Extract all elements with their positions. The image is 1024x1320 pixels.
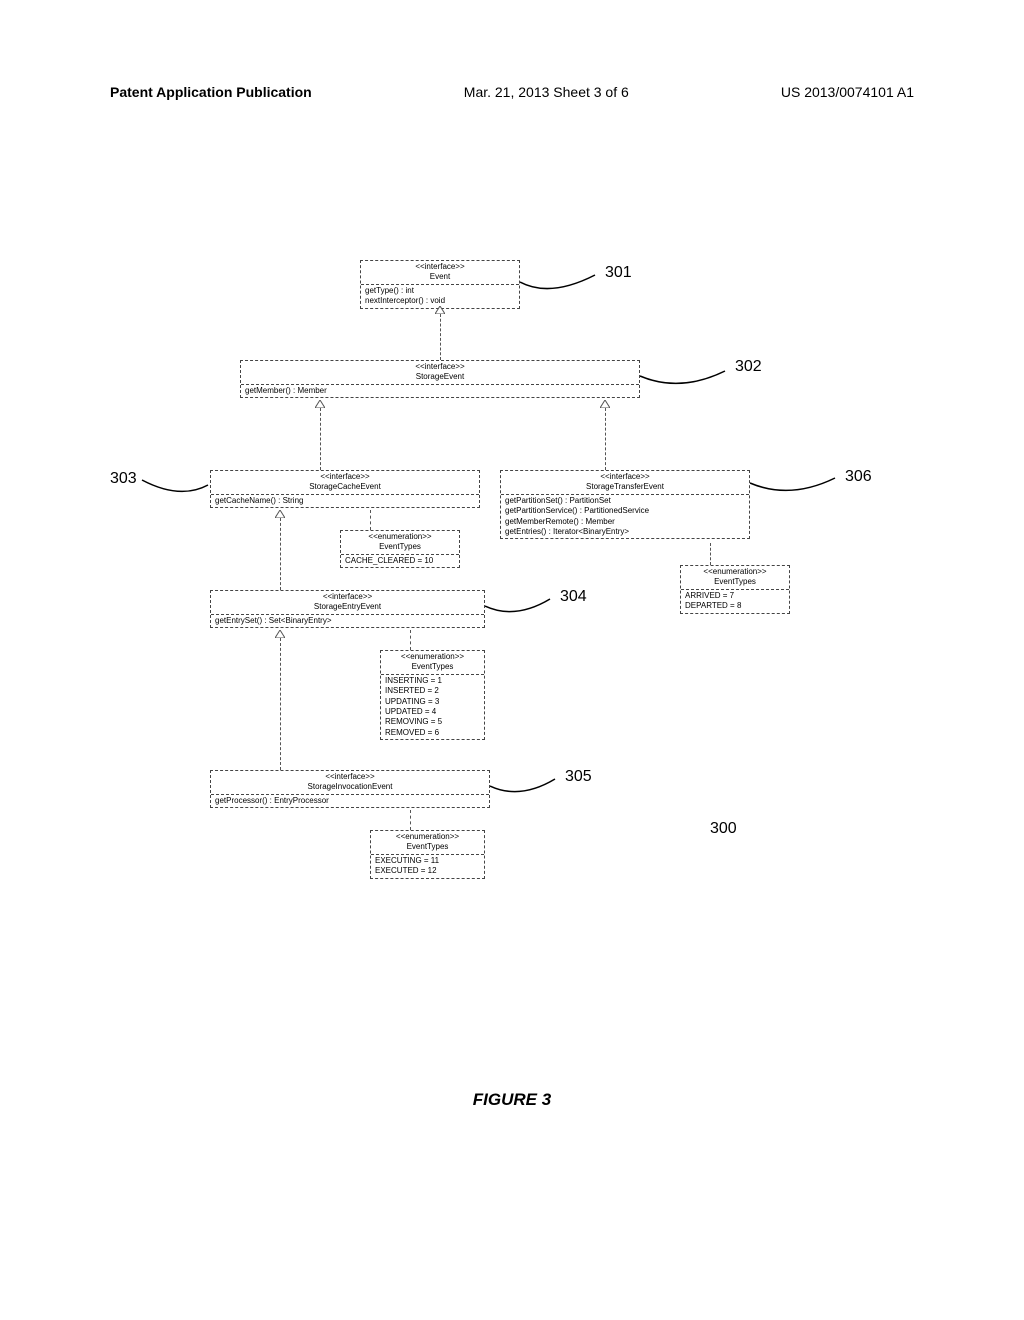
stereotype: <<enumeration>> [375, 832, 480, 842]
class-name: EventTypes [685, 577, 785, 587]
box-storage-invocation-event: <<interface>> StorageInvocationEvent get… [210, 770, 490, 808]
ref-300: 300 [710, 820, 737, 838]
box-enum-invocation: <<enumeration>> EventTypes EXECUTING = 1… [370, 830, 485, 879]
box-body: ARRIVED = 7 DEPARTED = 8 [681, 590, 789, 613]
class-name: EventTypes [375, 842, 480, 852]
assoc-line [370, 510, 371, 530]
stereotype: <<enumeration>> [345, 532, 455, 542]
stereotype: <<interface>> [505, 472, 745, 482]
header-right: US 2013/0074101 A1 [781, 84, 914, 100]
arrow-head-icon [275, 510, 285, 518]
box-body: getEntrySet() : Set<BinaryEntry> [211, 615, 484, 627]
box-storage-cache-event: <<interface>> StorageCacheEvent getCache… [210, 470, 480, 508]
box-body: getPartitionSet() : PartitionSet getPart… [501, 495, 749, 539]
box-event: <<interface>> Event getType() : int next… [360, 260, 520, 309]
class-name: StorageEntryEvent [215, 602, 480, 612]
box-body: getCacheName() : String [211, 495, 479, 507]
box-head: <<enumeration>> EventTypes [681, 566, 789, 590]
class-name: EventTypes [345, 542, 455, 552]
box-storage-entry-event: <<interface>> StorageEntryEvent getEntry… [210, 590, 485, 628]
callout-305 [490, 776, 560, 801]
stereotype: <<interface>> [245, 362, 635, 372]
ref-301: 301 [605, 264, 632, 282]
ref-306: 306 [845, 468, 872, 486]
class-name: StorageEvent [245, 372, 635, 382]
class-name: StorageCacheEvent [215, 482, 475, 492]
box-enum-cache-cleared: <<enumeration>> EventTypes CACHE_CLEARED… [340, 530, 460, 568]
assoc-line [410, 810, 411, 830]
arrow-head-icon [600, 400, 610, 408]
box-head: <<interface>> StorageEvent [241, 361, 639, 385]
box-head: <<enumeration>> EventTypes [341, 531, 459, 555]
callout-303 [140, 475, 210, 500]
box-body: CACHE_CLEARED = 10 [341, 555, 459, 567]
stereotype: <<interface>> [215, 592, 480, 602]
ref-305: 305 [565, 768, 592, 786]
inherit-line [440, 314, 441, 360]
inherit-line [280, 638, 281, 770]
box-body: INSERTING = 1 INSERTED = 2 UPDATING = 3 … [381, 675, 484, 739]
box-head: <<interface>> StorageCacheEvent [211, 471, 479, 495]
callout-302 [640, 368, 730, 393]
box-body: EXECUTING = 11 EXECUTED = 12 [371, 855, 484, 878]
box-body: getType() : int nextInterceptor() : void [361, 285, 519, 308]
class-name: EventTypes [385, 662, 480, 672]
class-name: StorageTransferEvent [505, 482, 745, 492]
box-head: <<interface>> Event [361, 261, 519, 285]
box-head: <<enumeration>> EventTypes [381, 651, 484, 675]
arrow-head-icon [315, 400, 325, 408]
class-name: StorageInvocationEvent [215, 782, 485, 792]
figure-caption: FIGURE 3 [0, 1090, 1024, 1110]
callout-306 [750, 475, 840, 500]
box-storage-event: <<interface>> StorageEvent getMember() :… [240, 360, 640, 398]
box-head: <<enumeration>> EventTypes [371, 831, 484, 855]
inherit-line [280, 518, 281, 590]
box-enum-transfer: <<enumeration>> EventTypes ARRIVED = 7 D… [680, 565, 790, 614]
box-body: getProcessor() : EntryProcessor [211, 795, 489, 807]
box-enum-entry: <<enumeration>> EventTypes INSERTING = 1… [380, 650, 485, 740]
box-head: <<interface>> StorageEntryEvent [211, 591, 484, 615]
arrow-head-icon [275, 630, 285, 638]
page-header: Patent Application Publication Mar. 21, … [110, 84, 914, 100]
stereotype: <<interface>> [215, 472, 475, 482]
callout-304 [485, 596, 555, 621]
ref-304: 304 [560, 588, 587, 606]
ref-302: 302 [735, 358, 762, 376]
inherit-line [605, 408, 606, 470]
header-center: Mar. 21, 2013 Sheet 3 of 6 [464, 84, 629, 100]
uml-diagram: <<interface>> Event getType() : int next… [140, 260, 880, 980]
assoc-line [410, 630, 411, 650]
stereotype: <<interface>> [215, 772, 485, 782]
inherit-line [320, 408, 321, 470]
stereotype: <<enumeration>> [685, 567, 785, 577]
arrow-head-icon [435, 306, 445, 314]
ref-303: 303 [110, 470, 137, 488]
class-name: Event [365, 272, 515, 282]
box-body: getMember() : Member [241, 385, 639, 397]
header-left: Patent Application Publication [110, 84, 312, 100]
callout-301 [520, 270, 600, 300]
box-head: <<interface>> StorageTransferEvent [501, 471, 749, 495]
stereotype: <<enumeration>> [385, 652, 480, 662]
box-head: <<interface>> StorageInvocationEvent [211, 771, 489, 795]
box-storage-transfer-event: <<interface>> StorageTransferEvent getPa… [500, 470, 750, 539]
assoc-line [710, 543, 711, 565]
stereotype: <<interface>> [365, 262, 515, 272]
